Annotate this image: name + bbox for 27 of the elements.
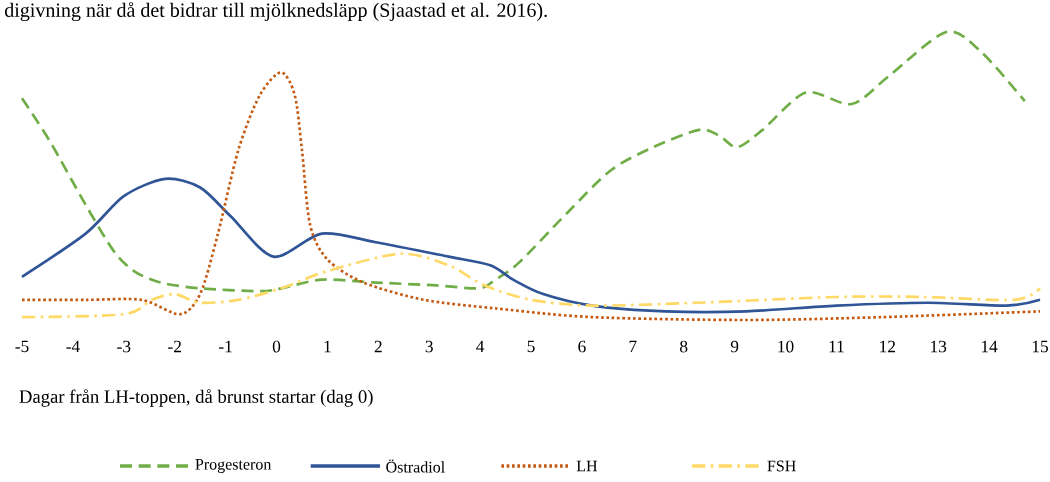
x-tick-label: 2: [374, 340, 382, 353]
x-tick-label: -2: [168, 340, 181, 353]
x-tick-label: 13: [931, 340, 947, 353]
x-tick-label: 3: [425, 340, 433, 353]
legend-label: LH: [576, 460, 598, 472]
x-tick-label: 0: [272, 340, 281, 353]
x-tick-label: -4: [66, 340, 80, 353]
x-tick-label: 7: [629, 340, 637, 353]
x-tick-label: -5: [15, 340, 29, 353]
x-tick-label: 12: [880, 340, 896, 353]
legend-label: FSH: [767, 460, 796, 472]
text: digivning när då det bidrar till mjölknedsläpp (Sjaastad et al. 2016).: [4, 2, 547, 22]
x-tick-label: 1: [324, 340, 331, 353]
legend-label: Progesteron: [195, 459, 272, 473]
x-tick-label: 5: [527, 340, 535, 353]
x-tick-label: 14: [981, 340, 998, 353]
x-tick-label: -1: [219, 340, 232, 353]
x-tick-label: 6: [578, 340, 586, 353]
x-axis-title: Dagar från LH-toppen, då brunst startar (dag 0): [19, 389, 373, 407]
x-tick-label: 8: [680, 340, 688, 353]
legend-label: Östradiol: [386, 459, 445, 473]
x-tick-label: 15: [1032, 340, 1049, 353]
x-tick-label: -3: [117, 340, 131, 353]
x-tick-label: 10: [778, 340, 794, 353]
x-tick-label: 4: [476, 340, 485, 353]
x-tick-label: 11: [829, 340, 844, 353]
x-tick-label: 9: [730, 340, 739, 353]
